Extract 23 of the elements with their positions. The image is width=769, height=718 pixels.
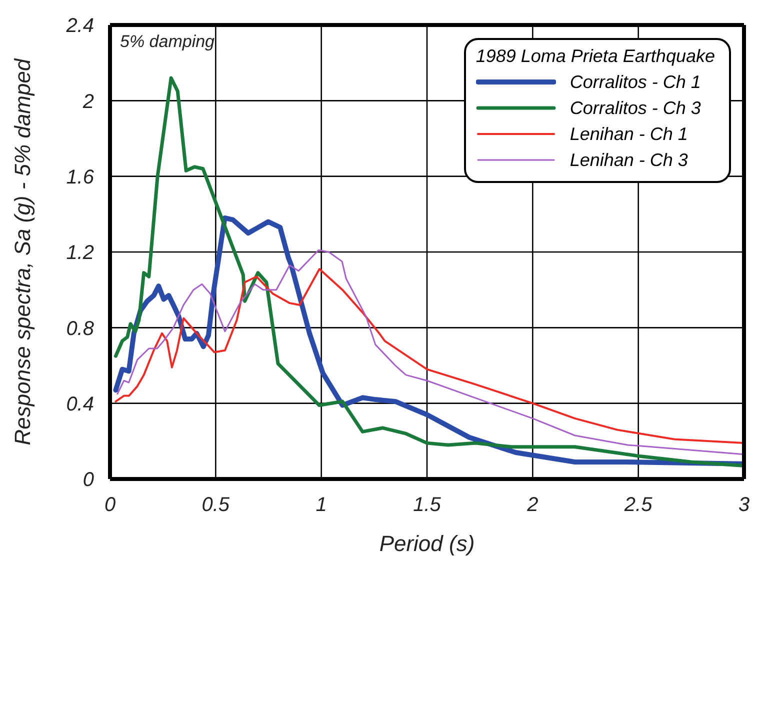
y-axis-title: Response spectra, Sa (g) - 5% damped (10, 58, 35, 446)
x-tick-label: 0.5 (202, 494, 230, 516)
legend-label: Corralitos - Ch 3 (570, 98, 701, 118)
y-tick-label: 1.2 (66, 242, 94, 264)
legend-label: Corralitos - Ch 1 (570, 72, 701, 92)
y-tick-label: 0 (82, 469, 94, 492)
x-tick-label: 0 (104, 494, 116, 516)
y-tick-label: 2 (82, 90, 94, 113)
annotation: 5% damping (120, 32, 215, 52)
x-tick-label: 1 (316, 494, 327, 516)
x-axis-title: Period (s) (379, 531, 475, 556)
y-tick-label: 1.6 (66, 166, 95, 188)
y-tick-label: 0.8 (66, 318, 94, 340)
legend-title: 1989 Loma Prieta Earthquake (476, 46, 715, 67)
x-tick-label: 3 (738, 494, 750, 516)
x-tick-label: 1.5 (413, 494, 442, 516)
x-tick-label: 2.5 (623, 494, 654, 516)
y-tick-label: 0.4 (66, 393, 94, 416)
x-tick-label: 2 (526, 494, 538, 516)
line-series (114, 76, 744, 468)
legend-label: Lenihan - Ch 3 (570, 150, 688, 170)
legend-label: Lenihan - Ch 1 (570, 124, 688, 144)
y-tick-label: 2.4 (65, 15, 94, 38)
